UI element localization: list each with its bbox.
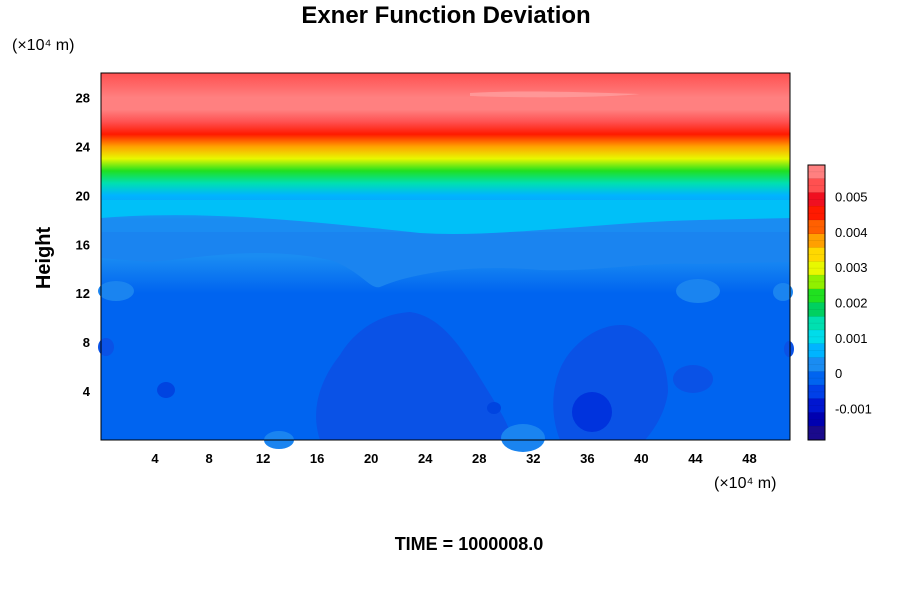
cyan-band-edge <box>101 200 790 234</box>
x-tick-label: 24 <box>418 451 433 466</box>
colorbar: -0.001 0 0.001 0.002 0.003 0.004 0.005 <box>807 164 872 441</box>
x-tick-label: 36 <box>580 451 594 466</box>
y-tick-label: 12 <box>76 286 90 301</box>
chart-title: Exner Function Deviation <box>301 2 590 29</box>
colorbar-tick-label: 0.002 <box>835 296 868 311</box>
y-tick-label: 28 <box>76 90 90 105</box>
colorbar-stripes <box>808 171 825 434</box>
deeper-blue-spot <box>98 338 114 356</box>
field-blobs <box>98 91 794 452</box>
colorbar-tick-label: 0.001 <box>835 331 868 346</box>
y-tick-label: 16 <box>76 237 90 252</box>
colorbar-tick-label: 0.004 <box>835 225 868 240</box>
y-tick-labels: 4 8 12 16 20 24 28 <box>76 90 91 399</box>
x-tick-labels: 4 8 12 16 20 24 28 32 36 40 44 48 <box>151 451 756 466</box>
colorbar-tick-label: 0 <box>835 366 842 381</box>
light-blue-patch <box>501 424 545 452</box>
deep-blue-region <box>316 312 512 440</box>
deeper-blue-spot <box>157 382 175 398</box>
x-tick-label: 16 <box>310 451 324 466</box>
light-blue-patch <box>676 279 720 303</box>
deeper-blue-spot <box>487 402 501 414</box>
x-tick-label: 4 <box>151 451 159 466</box>
x-tick-label: 40 <box>634 451 648 466</box>
light-blue-patch <box>98 281 134 301</box>
deeper-blue-spot <box>673 365 713 393</box>
colorbar-tick-label: 0.003 <box>835 260 868 275</box>
deeper-blue-spot <box>572 392 612 432</box>
colorbar-tick-labels: -0.001 0 0.001 0.002 0.003 0.004 0.005 <box>835 190 872 417</box>
y-tick-label: 8 <box>83 335 90 350</box>
colorbar-fill <box>808 165 825 440</box>
light-blue-patch <box>773 283 793 301</box>
y-axis-label: Height <box>33 227 55 290</box>
plot-frame <box>100 72 791 441</box>
colorbar-tick-label: 0.005 <box>835 190 868 205</box>
x-tick-label: 28 <box>472 451 486 466</box>
x-tick-label: 12 <box>256 451 270 466</box>
x-tick-label: 20 <box>364 451 378 466</box>
x-tick-label: 8 <box>205 451 212 466</box>
mid-blue-band <box>101 232 790 288</box>
x-tick-label: 48 <box>742 451 756 466</box>
deeper-blue-spot <box>784 341 794 357</box>
colorbar-tick-label: -0.001 <box>835 401 872 416</box>
y-tick-label: 4 <box>83 384 91 399</box>
plot-area <box>98 72 794 452</box>
y-tick-label: 20 <box>76 188 90 203</box>
y-tick-label: 24 <box>76 139 91 154</box>
x-unit-label: (×10⁴ m) <box>714 475 776 492</box>
colorbar-frame <box>807 164 826 441</box>
x-tick-label: 32 <box>526 451 540 466</box>
time-footer: TIME = 1000008.0 <box>395 534 544 554</box>
x-tick-label: 44 <box>688 451 703 466</box>
y-unit-label: (×10⁴ m) <box>12 37 74 54</box>
pink-band-streak <box>470 91 640 98</box>
